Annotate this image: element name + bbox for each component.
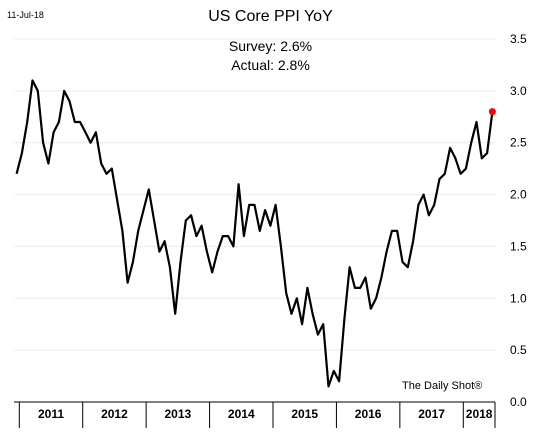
- series-line: [15, 79, 494, 388]
- x-tick-label: 2011: [38, 407, 64, 421]
- y-tick-label: 0.5: [510, 343, 527, 357]
- chart-title: US Core PPI YoY: [208, 8, 333, 25]
- x-tick-label: 2013: [165, 407, 192, 421]
- y-tick-label: 1.5: [510, 239, 527, 253]
- y-tick-label: 3.0: [510, 84, 527, 98]
- x-tick-label: 2014: [228, 407, 255, 421]
- x-tick-label: 2012: [101, 407, 128, 421]
- date-stamp: 11-Jul-18: [7, 10, 44, 20]
- x-tick-label: 2017: [418, 407, 445, 421]
- source-label: The Daily Shot®: [402, 380, 483, 392]
- y-tick-label: 3.5: [510, 32, 527, 46]
- y-tick-label: 2.0: [510, 188, 527, 202]
- y-tick-label: 2.5: [510, 136, 527, 150]
- y-tick-label: 1.0: [510, 291, 527, 305]
- x-tick-label: 2016: [355, 407, 382, 421]
- x-tick-label: 2015: [291, 407, 318, 421]
- survey-annotation: Survey: 2.6%: [228, 38, 313, 54]
- x-tick-label: 2018: [466, 407, 493, 421]
- y-tick-label: 0.0: [510, 395, 527, 409]
- latest-point-marker: [488, 108, 496, 116]
- actual-annotation: Actual: 2.8%: [231, 57, 310, 73]
